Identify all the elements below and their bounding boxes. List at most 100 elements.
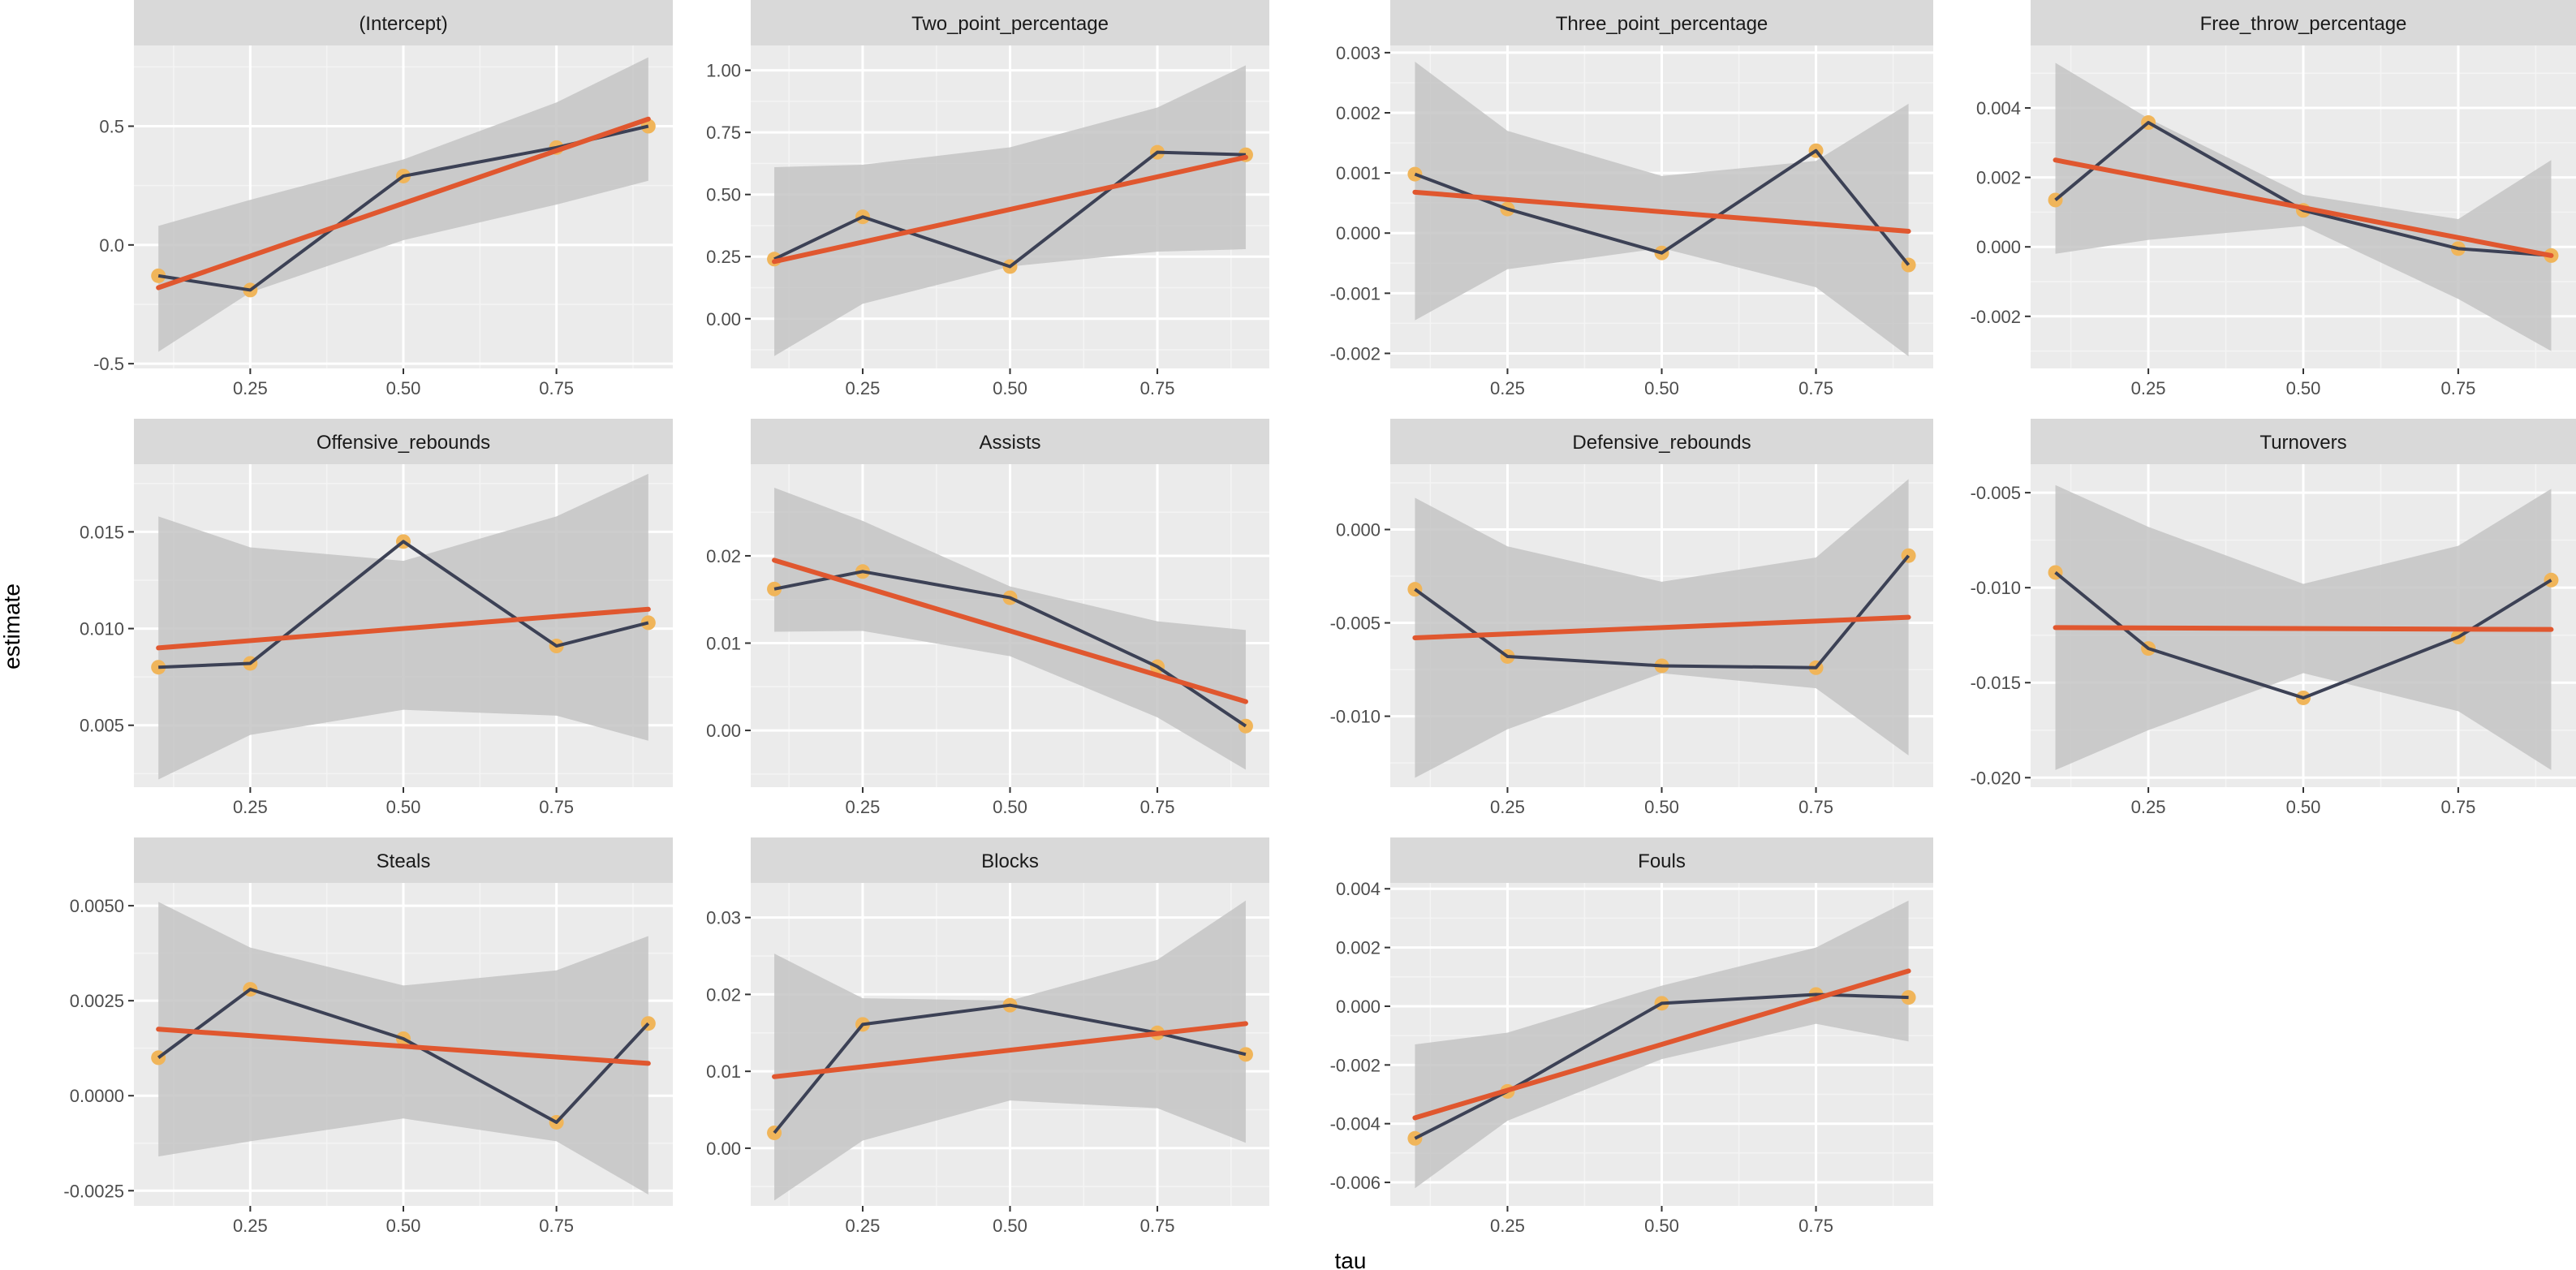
y-tick-label: -0.010 — [1330, 707, 1381, 727]
facet-panel-6: Assists 0.00 0.01 0.02 0.25 0.50 0.75 — [706, 419, 1269, 817]
y-tick-label: 0.002 — [1336, 103, 1381, 123]
y-tick-label: 0.002 — [1336, 938, 1381, 958]
x-tick-label: 0.50 — [993, 378, 1027, 398]
x-tick-label: 0.50 — [1644, 1216, 1679, 1236]
x-tick-label: 0.25 — [233, 1216, 268, 1236]
estimate-line — [2054, 121, 2552, 257]
facet-strip-title: (Intercept) — [359, 13, 447, 35]
x-tick-label: 0.75 — [2440, 797, 2475, 817]
x-tick-label: 0.75 — [2440, 378, 2475, 398]
facet-strip-title: Two_point_percentage — [911, 13, 1109, 35]
y-tick-label: 0.00 — [706, 721, 741, 741]
y-tick-label: 0.0050 — [70, 896, 124, 916]
facet-panel-1: (Intercept) -0.5 0.0 0.5 0.25 0.50 0.75 — [93, 0, 673, 398]
y-tick-label: -0.002 — [1330, 343, 1381, 364]
y-tick-label: -0.005 — [1330, 613, 1381, 634]
facet-strip-title: Defensive_rebounds — [1572, 432, 1751, 454]
y-tick-label: -0.015 — [1971, 673, 2021, 693]
x-tick-label: 0.75 — [1798, 378, 1833, 398]
x-tick-label: 0.25 — [846, 378, 881, 398]
y-tick-label: 0.5 — [99, 117, 124, 137]
facet-strip — [134, 419, 673, 464]
x-tick-label: 0.50 — [386, 378, 421, 398]
estimate-line — [157, 988, 650, 1124]
facet-strip-title: Assists — [979, 432, 1040, 454]
y-tick-label: 0.015 — [80, 522, 124, 542]
y-tick-label: 0.0 — [99, 235, 124, 256]
x-tick-label: 0.75 — [539, 378, 574, 398]
facet-strip — [2031, 0, 2576, 45]
y-tick-label: 0.01 — [706, 1061, 741, 1082]
x-tick-label: 0.50 — [2286, 797, 2321, 817]
y-tick-label: 0.02 — [706, 984, 741, 1005]
y-tick-label: -0.5 — [93, 354, 124, 374]
facet-strip-title: Turnovers — [2259, 432, 2346, 454]
y-tick-label: 0.000 — [1336, 223, 1381, 243]
y-tick-label: 0.75 — [706, 123, 741, 143]
x-tick-label: 0.25 — [2131, 797, 2166, 817]
y-tick-label: 0.50 — [706, 185, 741, 205]
y-tick-label: -0.020 — [1971, 768, 2021, 788]
facet-panel-7: Defensive_rebounds -0.010 -0.005 0.000 0.25 0… — [1330, 419, 1933, 817]
facet-panel-8: Turnovers -0.020 -0.015 -0.010 -0.005 0.25 0.5… — [1971, 419, 2576, 817]
y-tick-label: 0.000 — [1336, 997, 1381, 1017]
x-tick-label: 0.75 — [1140, 797, 1175, 817]
x-tick-label: 0.75 — [539, 797, 574, 817]
y-tick-label: 0.000 — [1976, 237, 2021, 257]
y-tick-label: 0.010 — [80, 619, 124, 639]
estimate-line — [1414, 992, 1909, 1140]
linear-fit-line — [1412, 614, 1911, 640]
facet-panel-2: Two_point_percentage 0.00 0.25 0.50 0.75 1.00… — [706, 0, 1269, 398]
linear-fit-line — [156, 606, 651, 651]
facet-strip — [751, 0, 1269, 45]
linear-fit-line — [2053, 157, 2554, 258]
linear-fit-line — [1412, 189, 1911, 235]
linear-fit-line — [156, 116, 651, 291]
x-tick-label: 0.25 — [2131, 378, 2166, 398]
y-tick-label: 0.02 — [706, 546, 741, 566]
y-tick-label: -0.004 — [1330, 1114, 1381, 1134]
y-tick-label: -0.001 — [1330, 283, 1381, 304]
y-tick-label: 0.003 — [1336, 43, 1381, 63]
facet-strip — [751, 837, 1269, 883]
x-tick-label: 0.50 — [386, 797, 421, 817]
facet-strip-title: Free_throw_percentage — [2200, 13, 2407, 35]
y-tick-label: 0.0025 — [70, 991, 124, 1011]
facet-strip — [134, 0, 673, 45]
facet-strip — [1390, 837, 1933, 883]
estimate-line — [773, 150, 1247, 269]
y-tick-label: 0.01 — [706, 634, 741, 654]
y-tick-label: -0.002 — [1971, 307, 2021, 327]
y-tick-label: -0.006 — [1330, 1173, 1381, 1193]
y-tick-label: 0.001 — [1336, 163, 1381, 183]
x-tick-label: 0.25 — [1490, 797, 1525, 817]
x-tick-label: 0.50 — [993, 1216, 1027, 1236]
x-tick-label: 0.50 — [1644, 797, 1679, 817]
x-tick-label: 0.50 — [386, 1216, 421, 1236]
facet-strip — [134, 837, 673, 883]
y-tick-label: 0.005 — [80, 716, 124, 736]
linear-fit-line — [772, 558, 1248, 704]
facet-strip-title: Blocks — [981, 850, 1039, 872]
estimate-line — [158, 540, 649, 669]
facet-panel-11: Fouls -0.006 -0.004 -0.002 0.000 0.002 0.004 0.… — [1330, 837, 1933, 1236]
y-tick-label: -0.0025 — [63, 1181, 124, 1201]
y-tick-label: 0.004 — [1336, 879, 1381, 899]
x-tick-label: 0.75 — [1140, 1216, 1175, 1236]
linear-fit-line — [2053, 625, 2554, 632]
x-tick-label: 0.75 — [1140, 378, 1175, 398]
linear-fit-line — [156, 1027, 651, 1066]
facet-strip — [1390, 0, 1933, 45]
y-tick-label: 0.00 — [706, 1139, 741, 1159]
x-tick-label: 0.25 — [846, 1216, 881, 1236]
y-tick-label: -0.010 — [1971, 578, 2021, 598]
x-axis-title: tau — [1335, 1248, 1367, 1270]
x-tick-label: 0.25 — [1490, 378, 1525, 398]
y-tick-label: 0.002 — [1976, 168, 2021, 188]
y-tick-label: 0.004 — [1976, 98, 2021, 118]
y-tick-label: 1.00 — [706, 61, 741, 81]
facet-strip — [751, 419, 1269, 464]
facet-strip-title: Fouls — [1638, 850, 1686, 872]
x-tick-label: 0.50 — [993, 797, 1027, 817]
